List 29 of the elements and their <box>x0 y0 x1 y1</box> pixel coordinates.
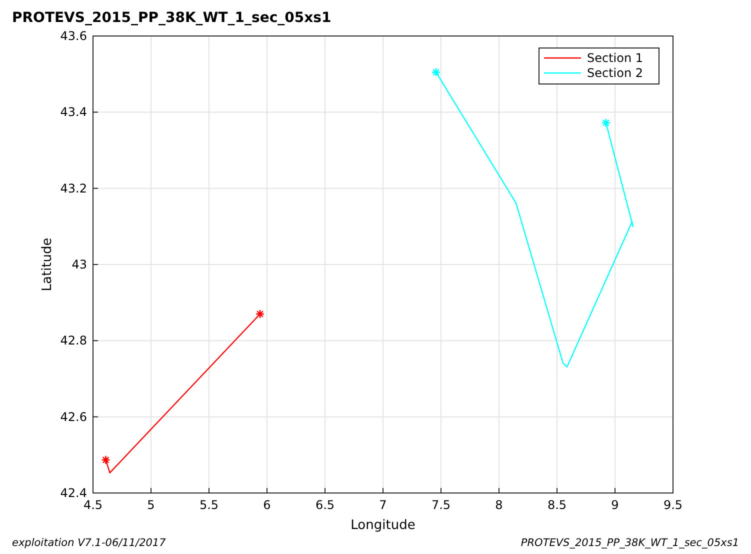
text: exploitation V7.1-06/11/2017 <box>12 537 166 549</box>
x-tick-label: 5.5 <box>199 498 219 512</box>
y-tick-label: 42.6 <box>60 410 87 424</box>
point <box>431 68 441 77</box>
y-tick-label: 43.4 <box>60 105 87 120</box>
x-tick-label: 8.5 <box>547 498 567 512</box>
y-tick-label: 43 <box>72 258 87 272</box>
x-tick-label: 4.5 <box>83 498 103 512</box>
y-tick-label: 42.8 <box>60 334 87 348</box>
point <box>255 309 265 319</box>
x-tick-label: 8 <box>495 498 503 512</box>
x-tick-label: 7.5 <box>431 498 451 512</box>
y-axis-title: Latitude <box>40 238 55 292</box>
chart-title: PROTEVS_2015_PP_38K_WT_1_sec_05xs1 <box>12 10 332 26</box>
point <box>101 455 110 465</box>
x-tick-label: 9 <box>611 498 619 512</box>
x-tick-label: 6 <box>263 498 271 512</box>
point <box>601 118 611 128</box>
x-tick-label: 6.5 <box>315 498 335 512</box>
x-tick-label: 5 <box>147 498 155 512</box>
y-tick-label: 42.4 <box>60 486 87 500</box>
y-tick-label: 43.6 <box>60 29 87 43</box>
text: PROTEVS_2015_PP_38K_WT_1_sec_05xs1 <box>520 537 739 549</box>
y-tick-label: 43.2 <box>60 181 87 196</box>
legend-label: Section 2 <box>587 66 644 80</box>
x-tick-label: 9.5 <box>663 498 683 512</box>
legend-label: Section 1 <box>587 51 644 65</box>
x-axis-title: Longitude <box>350 518 416 533</box>
x-tick-label: 7 <box>379 498 387 512</box>
